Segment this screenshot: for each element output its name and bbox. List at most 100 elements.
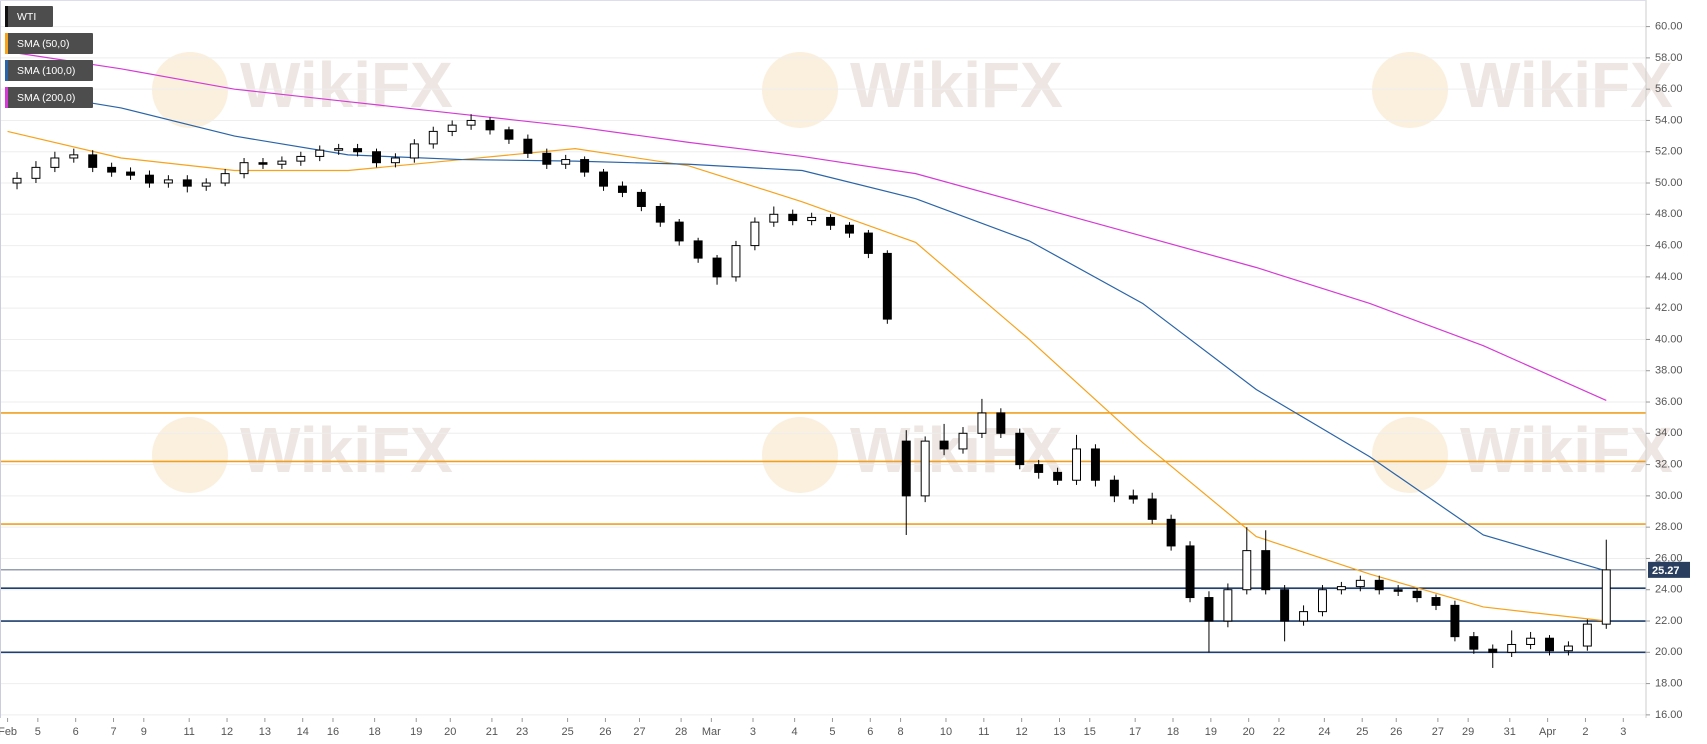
candle-body xyxy=(447,124,457,132)
watermark-icon xyxy=(762,417,838,493)
x-tick-label: 27 xyxy=(1432,726,1444,738)
watermark-icon xyxy=(152,417,228,493)
candle-body xyxy=(144,174,154,184)
x-tick-label: 11 xyxy=(183,726,194,738)
candle-body xyxy=(1488,648,1498,653)
x-tick-label: 11 xyxy=(978,726,989,738)
candle-body xyxy=(1166,518,1176,547)
candle-body xyxy=(958,432,968,450)
candle-body xyxy=(1261,550,1271,591)
legend-label: SMA (100,0) xyxy=(17,65,75,77)
candles xyxy=(12,114,1611,668)
x-tick-label: 26 xyxy=(1390,726,1402,738)
x-tick-label: Mar xyxy=(702,726,721,738)
candle-body xyxy=(1242,550,1252,591)
candle-body xyxy=(542,152,552,165)
candle-body xyxy=(1469,636,1479,650)
candle-body xyxy=(826,216,836,226)
y-tick-label: 44.00 xyxy=(1655,271,1683,283)
y-tick-label: 22.00 xyxy=(1655,615,1683,627)
sma-line xyxy=(7,51,1607,402)
candle-body xyxy=(1223,589,1233,622)
candle-body xyxy=(485,119,495,131)
x-tick-label: 23 xyxy=(516,726,528,738)
x-tick-label: 24 xyxy=(1318,726,1330,738)
x-tick-label: 19 xyxy=(1205,726,1217,738)
last-price-label: 25.27 xyxy=(1652,565,1680,577)
y-tick-label: 40.00 xyxy=(1655,333,1683,345)
candle-body xyxy=(428,130,438,145)
candle-body xyxy=(939,440,949,450)
x-tick-label: 5 xyxy=(829,726,835,738)
y-tick-label: 34.00 xyxy=(1655,427,1683,439)
y-tick-label: 42.00 xyxy=(1655,302,1683,314)
candle-body xyxy=(1185,545,1195,599)
x-tick-label: 25 xyxy=(1356,726,1368,738)
candle-body xyxy=(1147,498,1157,520)
x-tick-label: 28 xyxy=(675,726,687,738)
legend-box xyxy=(5,87,93,108)
legend-swatch xyxy=(5,87,8,108)
watermark-icon xyxy=(1372,417,1448,493)
candle-body xyxy=(296,155,306,162)
candle-body xyxy=(12,177,22,184)
y-tick-label: 48.00 xyxy=(1655,208,1683,220)
candle-body xyxy=(258,162,268,165)
y-tick-label: 38.00 xyxy=(1655,365,1683,377)
candle-body xyxy=(882,252,892,320)
legend: WTI SMA (50,0) SMA (100,0) SMA (200,0) xyxy=(5,6,93,108)
x-tick-label: 18 xyxy=(1167,726,1179,738)
candle-body xyxy=(1507,643,1517,653)
candle-body xyxy=(977,412,987,434)
candle-body xyxy=(372,151,381,164)
candle-body xyxy=(561,159,571,165)
x-tick-label: Feb xyxy=(0,726,17,738)
candle-body xyxy=(201,182,211,187)
candle-body xyxy=(1204,597,1214,622)
candle-body xyxy=(845,224,854,234)
candle-body xyxy=(1431,597,1441,606)
x-tick-label: 3 xyxy=(750,726,756,738)
legend-swatch xyxy=(5,60,8,81)
y-tick-label: 30.00 xyxy=(1655,490,1683,502)
candle-body xyxy=(674,221,684,242)
candle-body xyxy=(1374,579,1384,591)
x-tick-label: 19 xyxy=(410,726,422,738)
sma-line xyxy=(7,130,1607,622)
legend-item: SMA (200,0) xyxy=(5,87,93,108)
y-tick-label: 36.00 xyxy=(1655,396,1683,408)
x-tick-label: 14 xyxy=(297,726,309,738)
watermark-icon xyxy=(152,52,228,128)
candle-body xyxy=(1015,432,1025,466)
x-tick-label: 7 xyxy=(110,726,116,738)
candle-body xyxy=(88,154,98,168)
candle-body xyxy=(163,179,173,184)
candle-body xyxy=(1128,495,1138,500)
legend-item: WTI xyxy=(5,6,53,27)
candle-body xyxy=(1526,637,1536,645)
candle-body xyxy=(788,213,798,222)
candle-body xyxy=(1582,623,1592,647)
candle-body xyxy=(31,166,41,179)
x-tick-label: 9 xyxy=(141,726,147,738)
x-tick-label: 18 xyxy=(368,726,380,738)
candle-body xyxy=(996,412,1006,434)
candle-body xyxy=(466,119,476,126)
candle-body xyxy=(731,245,741,278)
legend-box xyxy=(5,60,93,81)
legend-label: SMA (50,0) xyxy=(17,38,70,50)
candle-body xyxy=(1601,569,1611,625)
x-tick-label: 12 xyxy=(221,726,233,738)
y-tick-label: 20.00 xyxy=(1655,646,1683,658)
x-tick-label: 5 xyxy=(35,726,41,738)
candle-body xyxy=(1109,479,1119,497)
candle-body xyxy=(50,157,60,168)
x-tick-label: 29 xyxy=(1462,726,1474,738)
x-tick-label: 13 xyxy=(259,726,271,738)
candle-body xyxy=(126,171,136,176)
y-tick-label: 24.00 xyxy=(1655,584,1683,596)
y-tick-label: 56.00 xyxy=(1655,83,1683,95)
candle-body xyxy=(712,257,722,278)
candle-body xyxy=(599,171,609,187)
